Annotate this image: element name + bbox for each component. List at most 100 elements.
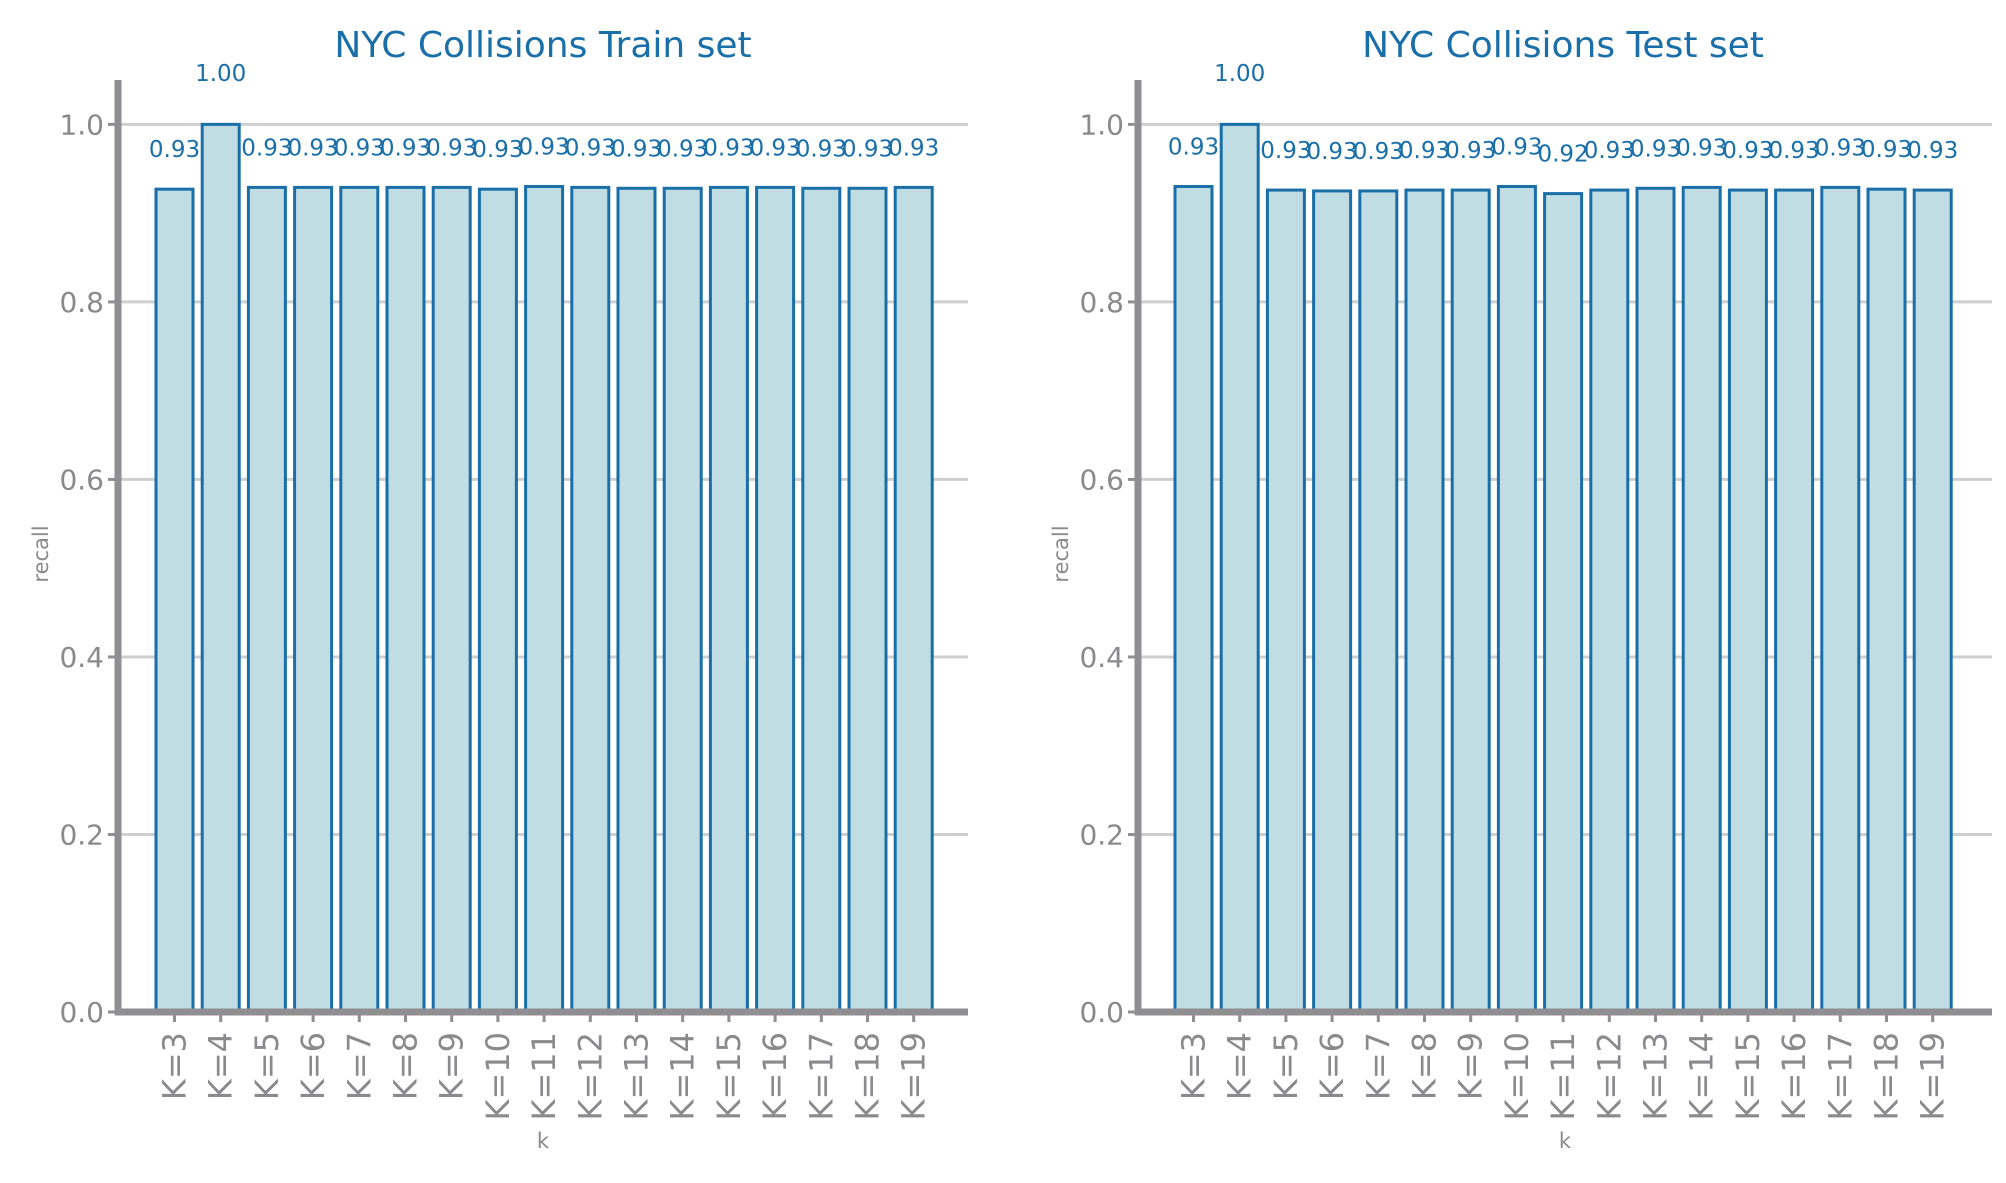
data-label: 0.92 — [1537, 142, 1588, 168]
bar-k-15 — [1727, 188, 1768, 1014]
data-label: 0.93 — [472, 137, 523, 163]
x-tick-label: K=11 — [525, 1032, 563, 1121]
data-label: 0.93 — [1306, 139, 1357, 165]
x-tick-label: K=5 — [1267, 1032, 1305, 1100]
data-label: 0.93 — [1676, 135, 1727, 161]
x-tick-label: K=18 — [1868, 1032, 1906, 1121]
bar-k-17 — [1820, 185, 1861, 1014]
bar-k-9 — [431, 185, 472, 1014]
data-label: 0.93 — [749, 135, 800, 161]
bar-k-10 — [477, 187, 518, 1014]
data-label: 0.93 — [1399, 138, 1450, 164]
chart-panel-1: NYC Collisions Train set 0.0 0.2 0.4 0.6 0.8 1… — [29, 25, 968, 1153]
bar-k-18 — [1866, 187, 1907, 1014]
data-label: 0.93 — [657, 136, 708, 162]
y-tick-label: 0.2 — [1079, 818, 1124, 851]
x-tick-label: K=12 — [1590, 1032, 1628, 1121]
x-tick-label: K=15 — [710, 1032, 748, 1121]
x-tick-label: K=6 — [1313, 1032, 1351, 1100]
data-label: 1.00 — [1214, 61, 1265, 87]
bar-k-11 — [1543, 192, 1584, 1014]
data-label: 0.93 — [611, 136, 662, 162]
data-label: 0.93 — [287, 135, 338, 161]
x-tick-label: K=19 — [1914, 1032, 1952, 1121]
bar-k-17 — [801, 186, 842, 1014]
x-tick-label: K=16 — [756, 1032, 794, 1121]
bar-k-16 — [755, 185, 796, 1014]
x-tick-label: K=5 — [248, 1032, 286, 1100]
y-tick-label: 1.0 — [59, 108, 104, 141]
data-label: 0.93 — [1491, 135, 1542, 161]
x-tick-label: K=7 — [340, 1032, 378, 1100]
x-tick-label: K=19 — [895, 1032, 933, 1121]
y-tick-label: 0.8 — [1079, 286, 1124, 319]
y-axis-label: recall — [29, 525, 53, 582]
bar-k-7 — [339, 185, 380, 1014]
bar-k-10 — [1496, 185, 1537, 1014]
x-axis-label: k — [1559, 1129, 1572, 1153]
data-label: 0.93 — [796, 136, 847, 162]
x-tick-label: K=14 — [664, 1032, 702, 1121]
y-tick-label: 1.0 — [1079, 108, 1124, 141]
chart-panel-2: NYC Collisions Test set 0.0 0.2 0.4 0.6 0.8 1.… — [1049, 25, 1992, 1153]
data-label: 0.93 — [1168, 135, 1219, 161]
x-tick-label: K=18 — [849, 1032, 887, 1121]
x-tick-label: K=16 — [1775, 1032, 1813, 1121]
x-tick-label: K=12 — [571, 1032, 609, 1121]
x-tick-label: K=3 — [156, 1032, 194, 1100]
x-tick-label: K=4 — [1221, 1032, 1259, 1100]
bar-k-8 — [385, 185, 426, 1014]
bar-k-3 — [154, 187, 195, 1014]
data-label: 0.93 — [334, 135, 385, 161]
x-tick-label: K=3 — [1175, 1032, 1213, 1100]
x-tick-label: K=8 — [387, 1032, 425, 1100]
data-label: 0.93 — [241, 135, 292, 161]
bar-k-11 — [524, 185, 565, 1014]
bar-k-19 — [893, 185, 934, 1014]
x-tick-label: K=11 — [1544, 1032, 1582, 1121]
y-tick-label: 0.0 — [1079, 996, 1124, 1029]
bar-k-9 — [1450, 188, 1491, 1014]
y-tick-label: 0.4 — [59, 641, 104, 674]
x-tick-label: K=10 — [479, 1032, 517, 1121]
bar-k-7 — [1358, 189, 1399, 1014]
data-label: 0.93 — [565, 135, 616, 161]
chart-title: NYC Collisions Test set — [1362, 25, 1764, 66]
bar-k-6 — [293, 185, 334, 1014]
bar-k-19 — [1912, 188, 1953, 1014]
x-tick-label: K=14 — [1683, 1032, 1721, 1121]
data-label: 0.93 — [842, 136, 893, 162]
data-label: 1.00 — [195, 61, 246, 87]
y-tick-label: 0.0 — [59, 996, 104, 1029]
x-tick-label: K=15 — [1729, 1032, 1767, 1121]
bar-k-6 — [1312, 189, 1353, 1014]
x-tick-label: K=6 — [294, 1032, 332, 1100]
y-tick-label: 0.6 — [59, 463, 104, 496]
bar-k-4 — [200, 122, 241, 1014]
x-tick-label: K=17 — [802, 1032, 840, 1121]
x-tick-label: K=10 — [1498, 1032, 1536, 1121]
y-axis-label: recall — [1049, 525, 1073, 582]
bar-k-5 — [246, 185, 287, 1014]
data-label: 0.93 — [1445, 138, 1496, 164]
data-label: 0.93 — [1722, 138, 1773, 164]
data-label: 0.93 — [1768, 138, 1819, 164]
bar-k-15 — [708, 185, 749, 1014]
bar-k-13 — [1635, 186, 1676, 1014]
x-axis-label: k — [537, 1129, 550, 1153]
bar-k-8 — [1404, 188, 1445, 1014]
bar-k-13 — [616, 186, 657, 1014]
y-tick-label: 0.6 — [1079, 463, 1124, 496]
bar-k-3 — [1173, 185, 1214, 1014]
x-tick-label: K=8 — [1406, 1032, 1444, 1100]
y-tick-label: 0.8 — [59, 286, 104, 319]
data-label: 0.93 — [1584, 138, 1635, 164]
data-label: 0.93 — [703, 135, 754, 161]
x-tick-label: K=13 — [1637, 1032, 1675, 1121]
x-tick-label: K=9 — [433, 1032, 471, 1100]
data-label: 0.93 — [1630, 136, 1681, 162]
bar-k-5 — [1265, 188, 1306, 1014]
x-tick-label: K=9 — [1452, 1032, 1490, 1100]
data-label: 0.93 — [1815, 135, 1866, 161]
